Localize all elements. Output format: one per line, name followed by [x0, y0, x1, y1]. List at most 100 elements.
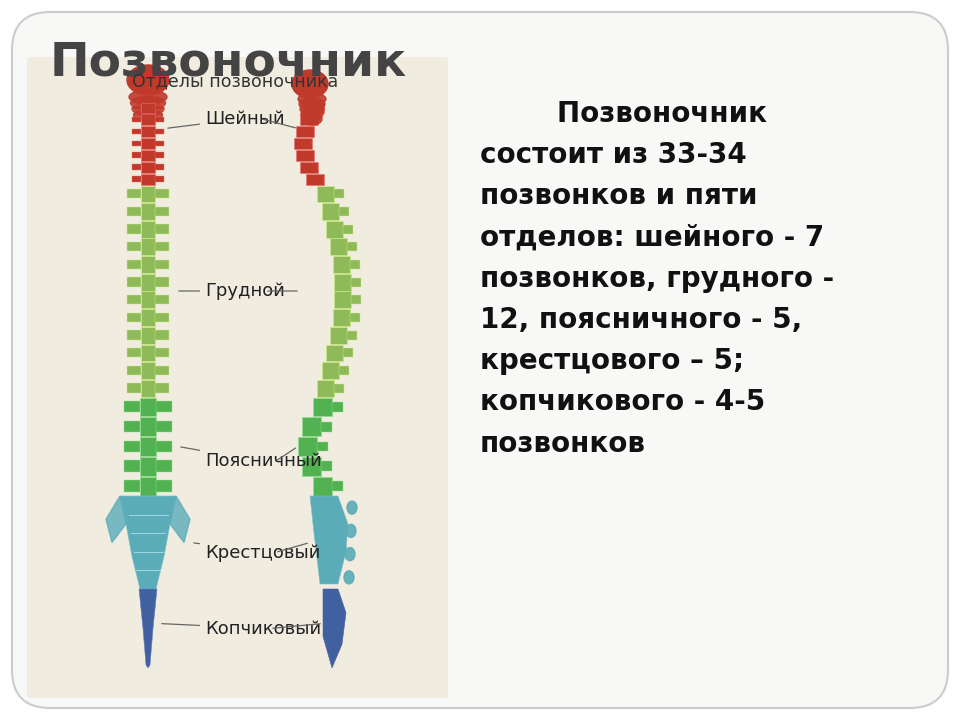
Bar [141, 174, 155, 184]
Ellipse shape [299, 98, 325, 110]
Bar [349, 313, 360, 322]
Bar [294, 138, 312, 149]
Bar [141, 186, 155, 202]
Bar [141, 102, 155, 113]
Bar [313, 397, 331, 416]
Bar [321, 422, 332, 432]
Bar [141, 292, 155, 308]
Polygon shape [323, 589, 346, 668]
Text: Отделы позвоночника: Отделы позвоночника [132, 72, 338, 90]
Bar [351, 295, 361, 305]
Bar [156, 460, 172, 472]
Bar [333, 384, 344, 392]
Bar [141, 162, 155, 173]
Bar [296, 126, 314, 137]
Bar [132, 117, 141, 122]
Bar [326, 221, 344, 238]
Bar [351, 278, 361, 287]
Bar [334, 292, 351, 308]
Bar [339, 366, 348, 375]
Bar [127, 312, 141, 322]
Bar [155, 242, 169, 251]
Text: Копчиковый: Копчиковый [162, 619, 322, 637]
Bar [127, 295, 141, 304]
Bar [156, 420, 172, 432]
Ellipse shape [302, 113, 322, 125]
Bar [326, 344, 344, 361]
Bar [141, 256, 155, 273]
Ellipse shape [131, 96, 165, 109]
Bar [155, 189, 169, 198]
Bar [344, 225, 353, 233]
Bar [155, 330, 169, 340]
Bar [333, 309, 349, 326]
Bar [331, 402, 343, 412]
Bar [322, 203, 339, 220]
Bar [132, 129, 141, 134]
Bar [313, 477, 331, 495]
Bar [331, 481, 343, 491]
Ellipse shape [133, 109, 162, 120]
Bar [127, 225, 141, 233]
FancyBboxPatch shape [12, 12, 948, 708]
Bar [330, 327, 348, 343]
FancyBboxPatch shape [27, 57, 448, 698]
Bar [155, 117, 164, 122]
Bar [141, 150, 155, 161]
Bar [348, 330, 357, 340]
Bar [141, 344, 155, 361]
Bar [330, 238, 348, 255]
Bar [140, 397, 156, 416]
Bar [127, 189, 141, 198]
Text: Позвоночник: Позвоночник [50, 40, 407, 85]
Bar [155, 207, 169, 216]
Bar [317, 186, 333, 202]
Bar [306, 174, 324, 184]
Bar [124, 480, 140, 492]
Ellipse shape [298, 93, 326, 105]
Bar [344, 348, 353, 357]
Bar [141, 221, 155, 238]
Bar [156, 441, 172, 452]
Bar [339, 207, 348, 216]
Bar [155, 277, 169, 287]
Ellipse shape [345, 548, 355, 561]
Bar [300, 162, 318, 173]
Bar [127, 260, 141, 269]
Bar [155, 105, 164, 110]
Bar [132, 176, 141, 181]
Bar [155, 348, 169, 357]
Bar [155, 153, 164, 158]
Bar [155, 129, 164, 134]
Bar [127, 348, 141, 357]
Bar [141, 114, 155, 125]
Bar [140, 477, 156, 495]
Bar [127, 207, 141, 216]
Bar [155, 383, 169, 392]
Text: Грудной: Грудной [179, 282, 285, 300]
Bar [141, 309, 155, 326]
Ellipse shape [344, 571, 354, 584]
Bar [296, 150, 314, 161]
Bar [140, 418, 156, 436]
Text: Крестцовый: Крестцовый [194, 543, 321, 562]
Bar [348, 243, 357, 251]
Bar [155, 164, 164, 170]
Bar [333, 256, 349, 273]
Bar [155, 366, 169, 375]
Bar [298, 437, 317, 456]
Polygon shape [139, 589, 157, 668]
Bar [156, 480, 172, 492]
Text: Позвоночник
состоит из 33-34
позвонков и пяти
отделов: шейного - 7
позвонков, гр: Позвоночник состоит из 33-34 позвонков и… [480, 100, 834, 458]
Bar [155, 312, 169, 322]
Bar [156, 401, 172, 413]
Bar [306, 102, 324, 113]
Bar [132, 164, 141, 170]
Ellipse shape [300, 103, 324, 115]
Bar [317, 380, 333, 397]
Bar [140, 437, 156, 456]
Polygon shape [170, 496, 190, 542]
Bar [349, 260, 360, 269]
Bar [132, 140, 141, 146]
Bar [127, 366, 141, 375]
